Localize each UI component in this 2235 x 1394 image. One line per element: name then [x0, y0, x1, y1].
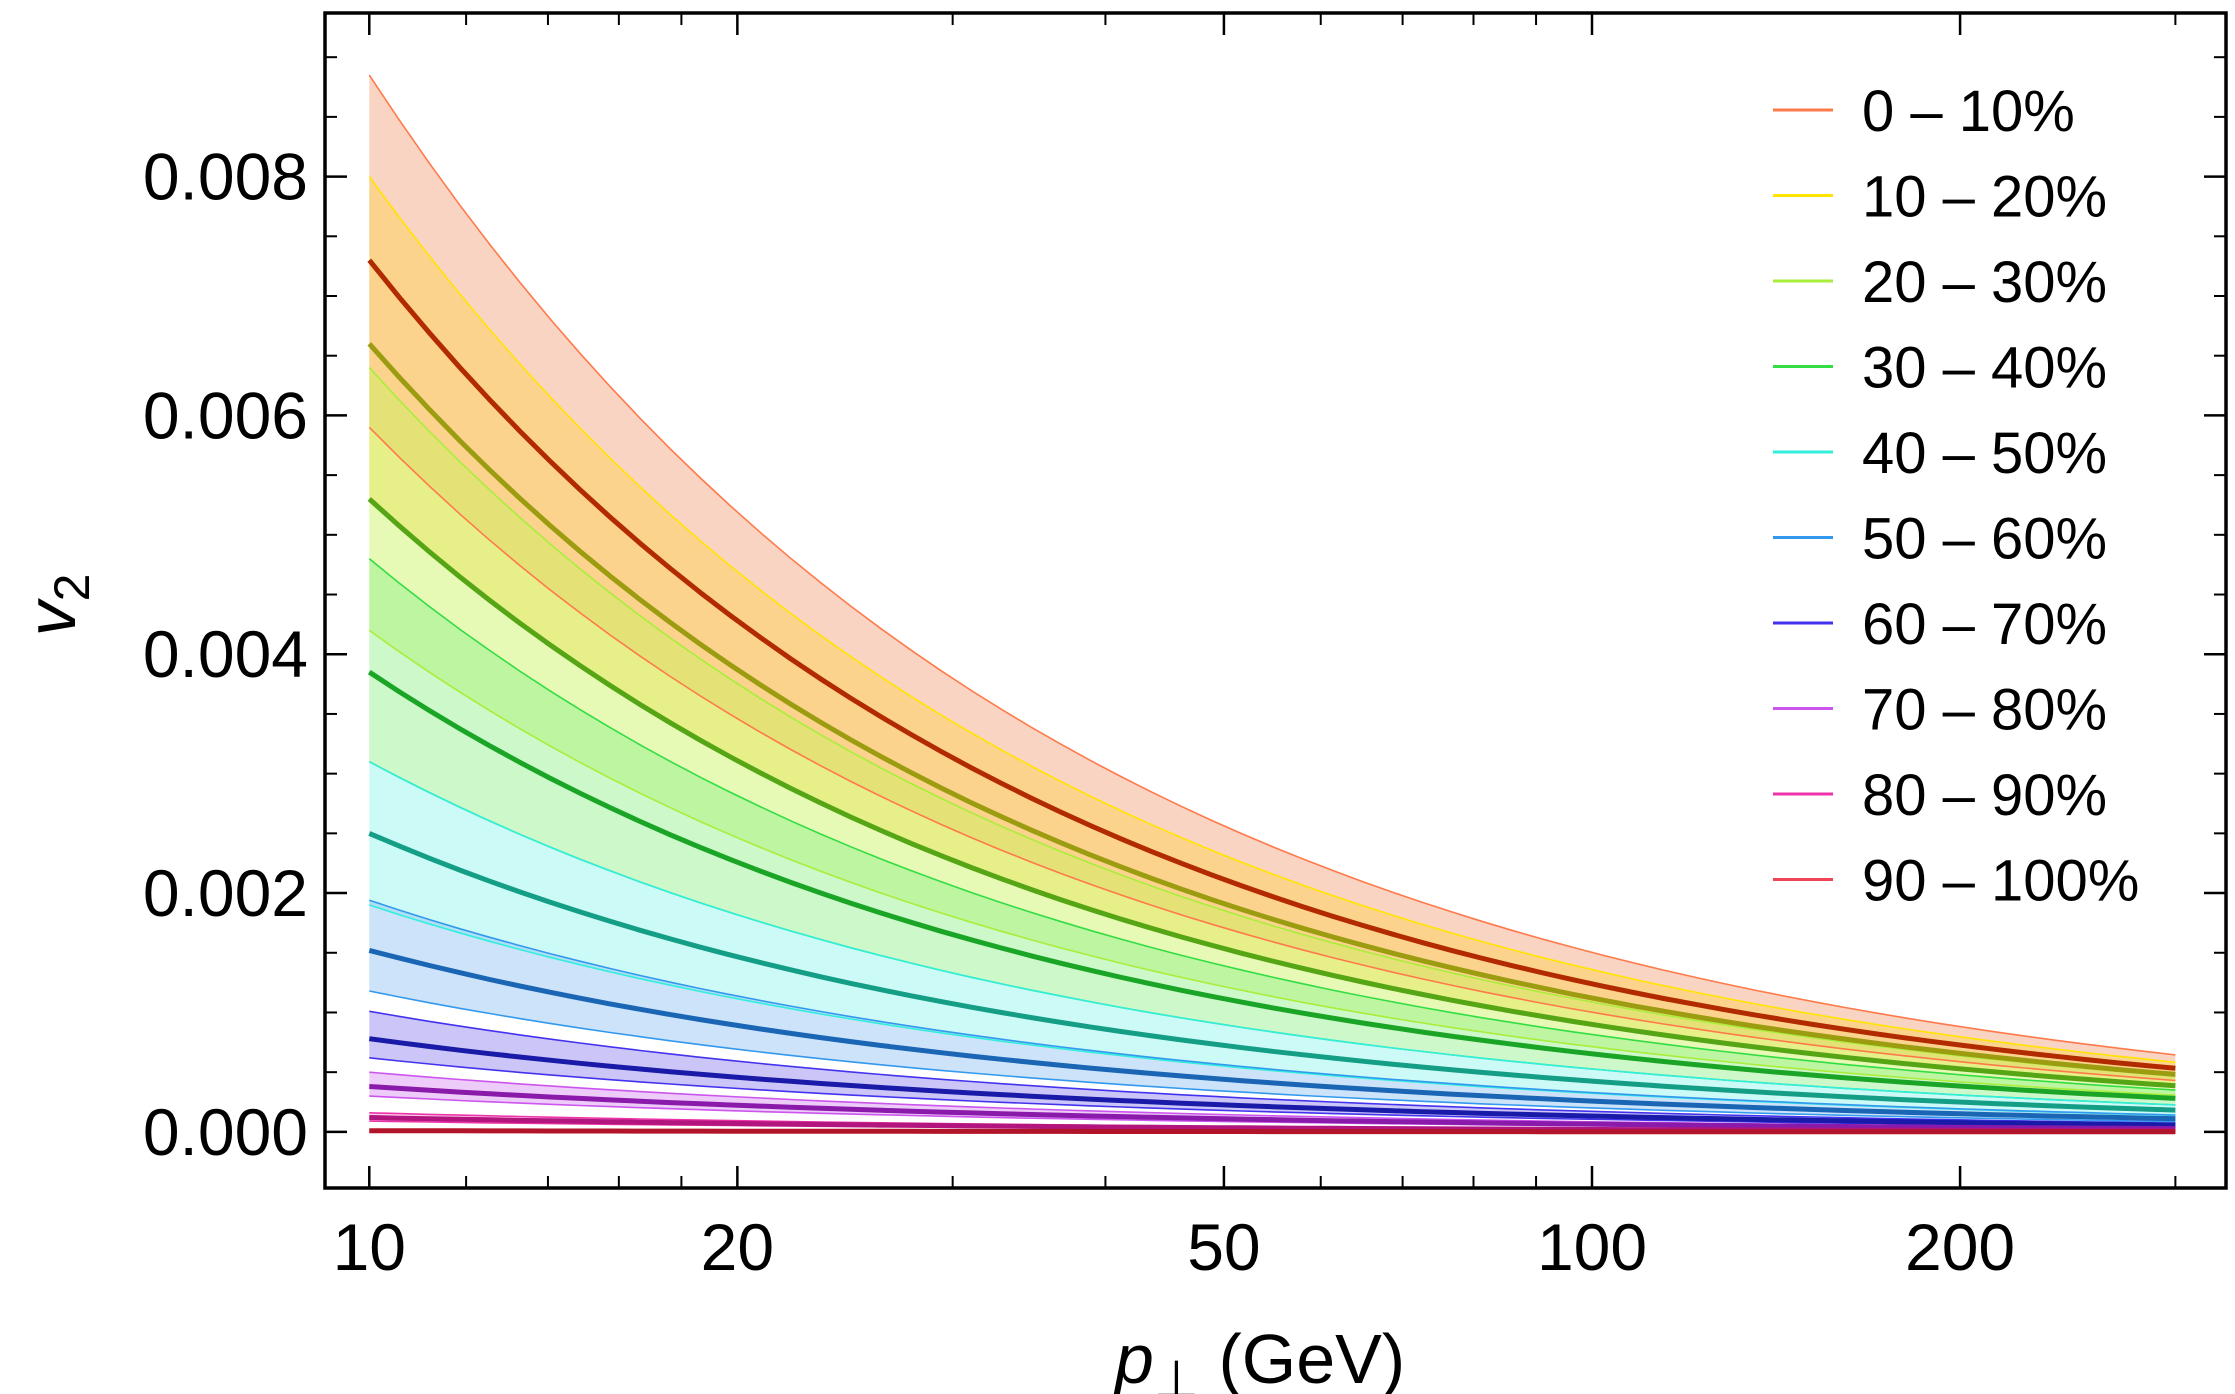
y-tick-label: 0.004: [143, 617, 308, 691]
x-axis-label-main: p: [1113, 1320, 1154, 1394]
band-6: [369, 1011, 2176, 1127]
uncertainty-bands: [369, 75, 2176, 1132]
y-tick-label: 0.000: [143, 1095, 308, 1169]
series-line-1: [367, 342, 2176, 1077]
series-line-2: [367, 497, 2176, 1089]
legend-label: 80 – 90%: [1862, 763, 2107, 828]
x-tick-label: 50: [1187, 1210, 1260, 1284]
legend-label: 60 – 70%: [1862, 592, 2107, 657]
band-lower-edge-2: [368, 629, 2176, 1097]
x-axis-label-unit: (GeV): [1199, 1320, 1405, 1394]
series-line-4: [368, 831, 2176, 1113]
central-lines: [367, 258, 2176, 1135]
legend-label: 50 – 60%: [1862, 507, 2107, 572]
band-upper-edge-2: [368, 367, 2176, 1077]
series-line-5: [368, 947, 2176, 1122]
legend-label: 20 – 30%: [1862, 250, 2107, 315]
band-upper-edge-5: [369, 899, 2176, 1116]
band-2: [369, 367, 2176, 1096]
band-lower-edge-5: [369, 990, 2176, 1123]
y-axis-label-sub: 2: [44, 574, 100, 602]
series-line-0: [367, 258, 2176, 1071]
y-axis-label-main: v: [12, 597, 90, 636]
band-5: [369, 900, 2176, 1122]
x-axis-label: p⊥ (GeV): [1113, 1320, 1405, 1394]
y-tick-label: 0.006: [143, 378, 308, 452]
series-line-3: [367, 670, 2176, 1101]
legend-label: 30 – 40%: [1862, 336, 2107, 401]
x-tick-label: 100: [1537, 1210, 1647, 1284]
legend-label: 0 – 10%: [1862, 79, 2075, 144]
band-4: [369, 761, 2176, 1116]
series-line-6: [368, 1036, 2176, 1128]
band-3: [369, 558, 2176, 1105]
band-upper-edge-1: [368, 176, 2176, 1064]
series-line-7: [369, 1084, 2176, 1132]
legend-label: 10 – 20%: [1862, 165, 2107, 230]
series-line-9: [369, 1128, 2176, 1135]
legend-label: 90 – 100%: [1862, 849, 2139, 914]
band-lower-edge-0: [368, 426, 2176, 1082]
y-axis-ticks: 0.000 0.002 0.004 0.006 0.008: [143, 56, 2226, 1169]
band-upper-edge-4: [368, 760, 2176, 1106]
x-axis-label-sub: ⊥: [1154, 1351, 1199, 1394]
x-axis-ticks: 10 20 50 100 200: [333, 13, 2177, 1284]
x-tick-label: 10: [333, 1210, 406, 1284]
legend-label: 70 – 80%: [1862, 678, 2107, 743]
y-tick-label: 0.008: [143, 140, 308, 214]
band-upper-edge-3: [368, 558, 2176, 1091]
band-0: [369, 75, 2176, 1081]
band-upper-edge-0: [368, 74, 2176, 1056]
y-tick-label: 0.002: [143, 856, 308, 930]
x-tick-label: 20: [701, 1210, 774, 1284]
legend: 0 – 10% 10 – 20% 20 – 30% 30 – 40% 40 – 50% 5…: [1773, 79, 2139, 914]
y-axis-label: v2: [12, 574, 100, 637]
legend-label: 40 – 50%: [1862, 421, 2107, 486]
band-upper-edge-6: [369, 1010, 2176, 1124]
x-tick-label: 200: [1905, 1210, 2015, 1284]
plot-frame: [323, 11, 2228, 1190]
band-1: [369, 176, 2176, 1086]
